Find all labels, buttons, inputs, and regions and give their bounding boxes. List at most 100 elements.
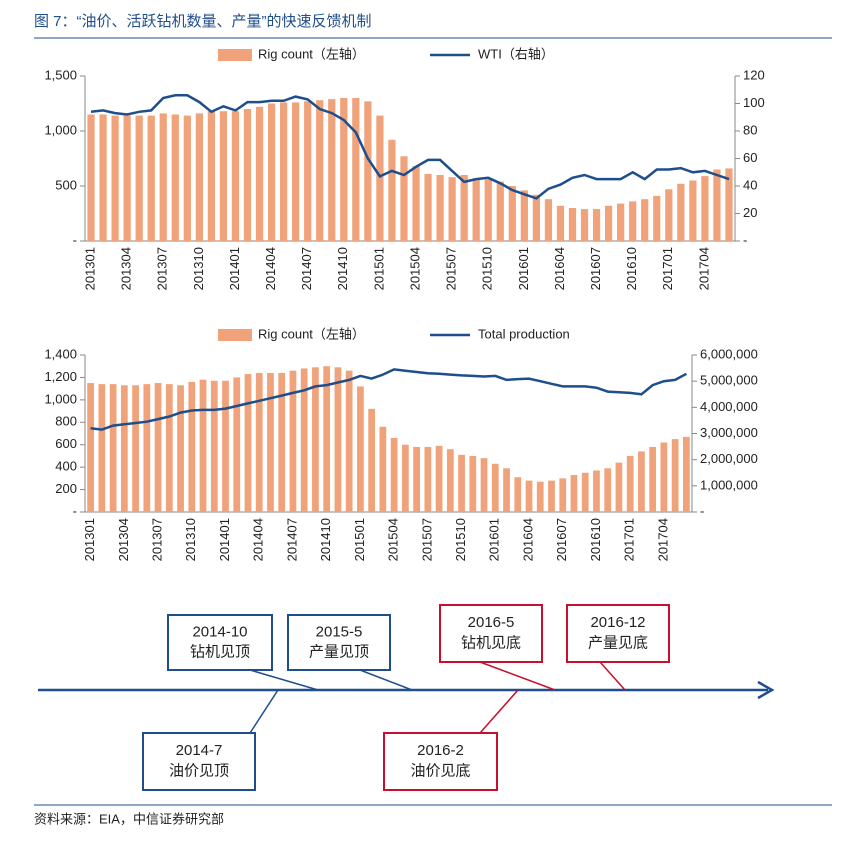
bar (593, 470, 600, 512)
bar (376, 115, 384, 241)
bar (525, 480, 533, 512)
y2-tick-label: - (743, 232, 747, 247)
x-tick-label: 201704 (655, 518, 670, 561)
x-tick-label: 201407 (284, 518, 299, 561)
bar (649, 446, 657, 512)
bar (154, 383, 162, 512)
bar (255, 372, 263, 512)
bar (388, 139, 396, 241)
bar (548, 480, 555, 512)
y2-tick-label: 120 (743, 67, 765, 82)
bar (143, 384, 151, 512)
bar (496, 181, 504, 241)
x-tick-label: 201401 (217, 518, 232, 561)
bar (87, 114, 95, 241)
x-tick-label: 201601 (516, 247, 531, 290)
bar (304, 101, 312, 241)
bar (491, 463, 499, 512)
x-tick-label: 201410 (318, 518, 333, 561)
x-tick-label: 201510 (453, 518, 468, 561)
x-tick-label: 201604 (552, 247, 567, 290)
bar (508, 186, 516, 241)
bar (195, 113, 203, 241)
bar (629, 201, 637, 241)
event-date: 2016-12 (590, 614, 645, 631)
event-box (142, 732, 256, 791)
x-tick-label: 201601 (487, 518, 502, 561)
bar (683, 436, 690, 512)
event-date: 2015-5 (316, 624, 363, 641)
bar (292, 102, 300, 242)
event-date: 2014-10 (192, 624, 247, 641)
x-tick-label: 201310 (183, 518, 198, 561)
y2-tick-label: 20 (743, 205, 757, 220)
bar (135, 115, 143, 241)
y2-tick-label: 1,000,000 (700, 477, 758, 492)
x-tick-label: 201401 (227, 247, 242, 290)
bar (231, 111, 240, 241)
bar (568, 208, 577, 241)
bar (424, 446, 432, 512)
bar (352, 98, 360, 241)
bar (412, 166, 420, 241)
y2-tick-label: 60 (743, 150, 757, 165)
bar (183, 115, 191, 241)
bar (559, 478, 567, 512)
x-tick-label: 201407 (299, 247, 314, 290)
y-tick-label: - (73, 232, 77, 247)
bar (340, 98, 348, 241)
bar (448, 177, 456, 241)
bar (626, 455, 634, 512)
bar (689, 180, 697, 241)
y2-tick-label: 80 (743, 122, 757, 137)
bar (605, 205, 613, 241)
event-box (383, 732, 498, 791)
bar (401, 444, 409, 512)
bar (665, 189, 673, 241)
event-box (167, 614, 273, 671)
event-box (287, 614, 391, 671)
bar (165, 384, 173, 512)
y-tick-label: 600 (55, 436, 77, 451)
x-tick-label: 201404 (251, 518, 266, 561)
bar (615, 462, 623, 512)
y-tick-label: - (73, 503, 77, 518)
bar (570, 474, 578, 512)
connector (249, 689, 279, 734)
y2-tick-label: 2,000,000 (700, 451, 758, 466)
x-tick-label: 201607 (588, 247, 603, 290)
bar (123, 115, 131, 241)
bar (159, 113, 167, 241)
bar (503, 468, 510, 512)
y-tick-label: 1,200 (44, 369, 77, 384)
bar (379, 426, 387, 512)
legend-label: WTI（右轴） (478, 46, 554, 61)
y-tick-label: 1,500 (44, 67, 77, 82)
y-tick-label: 1,000 (44, 122, 77, 137)
event-date: 2014-7 (176, 742, 223, 759)
bar (472, 178, 480, 241)
legend-label: Rig count（左轴） (258, 46, 365, 61)
connector (479, 689, 519, 734)
bar (435, 445, 443, 512)
connector (359, 669, 413, 691)
bar (267, 372, 274, 512)
bar (109, 384, 117, 512)
event-label: 油价见底 (410, 763, 470, 780)
x-tick-label: 201610 (588, 518, 603, 561)
legend-swatch (218, 49, 252, 61)
event-label: 产量见顶 (309, 643, 369, 660)
bar (660, 442, 668, 512)
x-tick-label: 201304 (119, 247, 134, 290)
legend-label: Rig count（左轴） (258, 326, 365, 341)
y-tick-label: 800 (55, 414, 77, 429)
bar (98, 384, 106, 512)
y2-tick-label: 4,000,000 (700, 399, 758, 414)
bar (671, 439, 679, 512)
bar (536, 481, 544, 512)
bar (544, 199, 553, 241)
event-label: 产量见底 (588, 635, 648, 652)
x-tick-label: 201604 (520, 518, 535, 561)
bar (617, 203, 625, 241)
bar (725, 168, 733, 241)
